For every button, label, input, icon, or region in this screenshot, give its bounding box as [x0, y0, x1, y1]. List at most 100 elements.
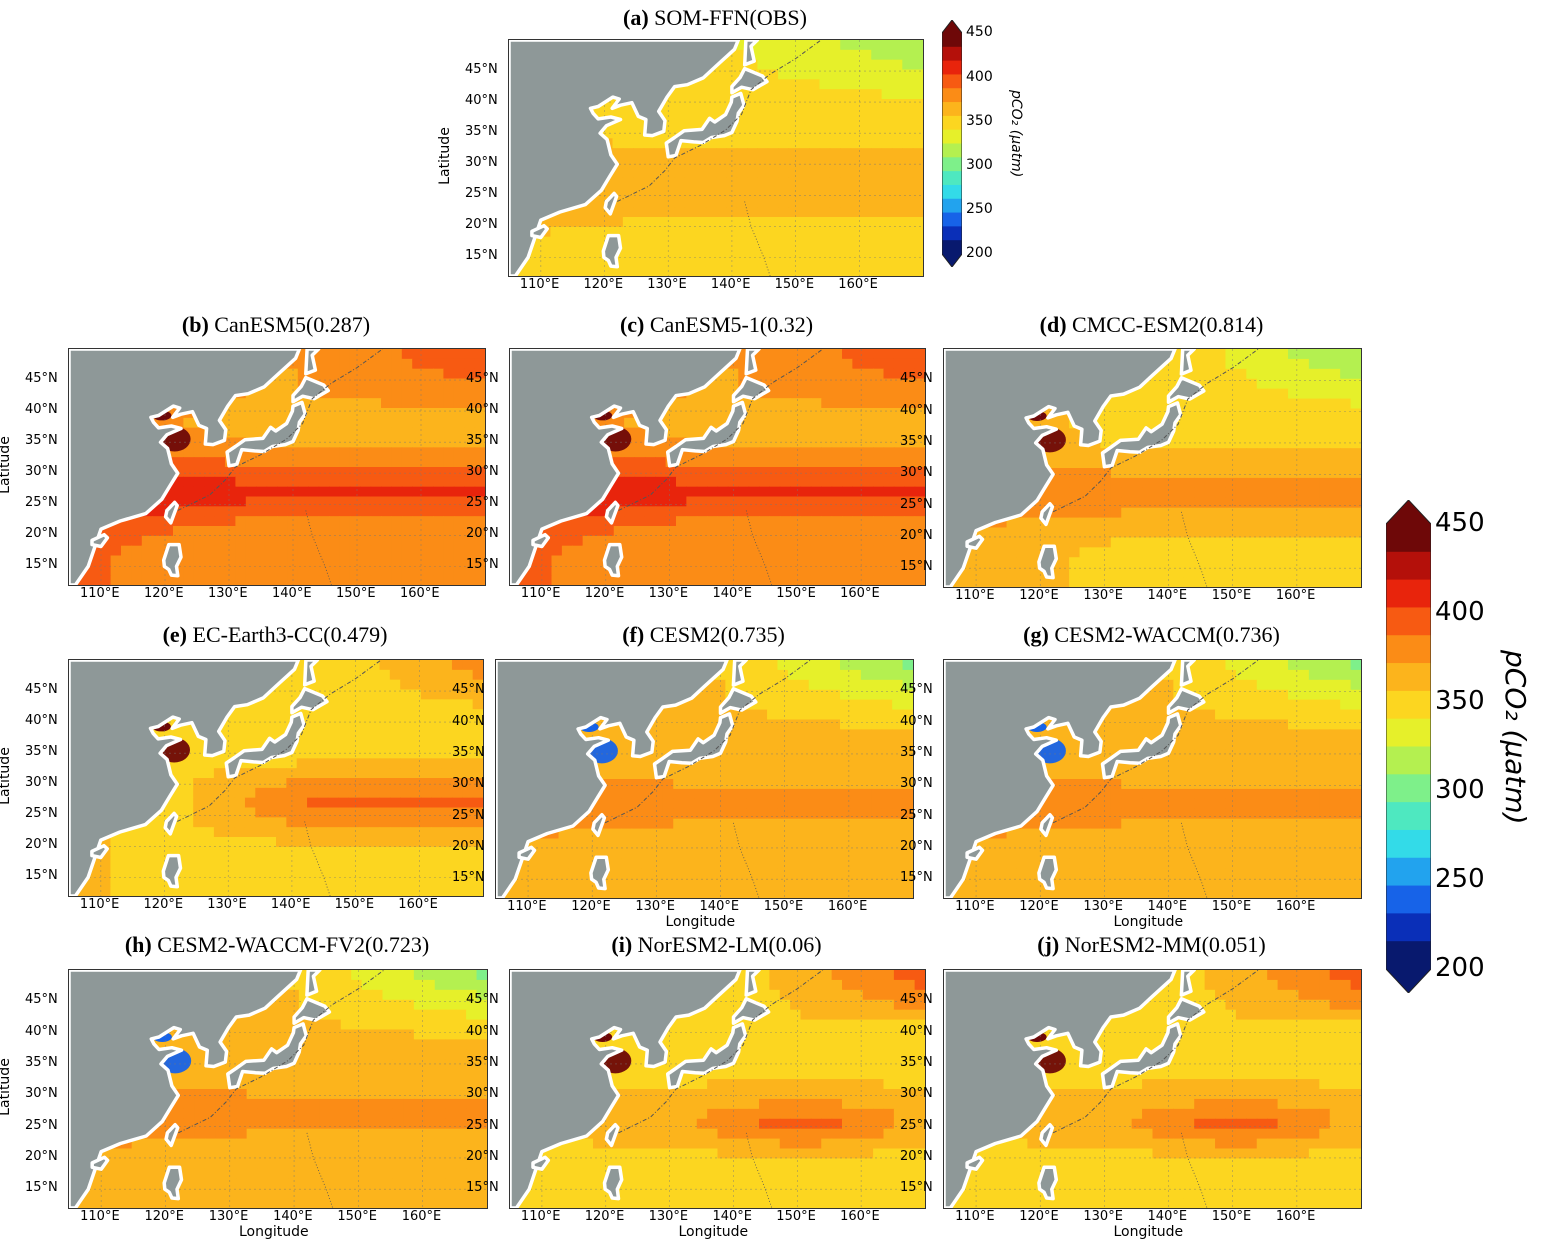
land-2	[731, 375, 771, 404]
pco2-field-j	[944, 970, 1361, 1208]
lat-tick: 15°N	[465, 248, 498, 264]
pco2-field-g	[944, 660, 1361, 898]
lon-tick: 130°E	[208, 586, 248, 601]
land-5	[90, 1155, 110, 1171]
land-2	[292, 997, 332, 1025]
lon-tick: 110°E	[955, 1209, 995, 1224]
lat-tick: 25°N	[465, 186, 498, 202]
colorbar-tick: 450	[966, 24, 993, 41]
lat-tick: 40°N	[466, 1023, 499, 1039]
land-4	[1039, 812, 1055, 838]
land-0	[69, 349, 302, 585]
land-5	[517, 845, 537, 861]
land-1	[664, 91, 746, 159]
lon-tick: 130°E	[635, 899, 675, 914]
lat-tick: 45°N	[900, 371, 933, 387]
colorbar-ramp	[942, 20, 962, 267]
lat-tick: 35°N	[466, 1054, 499, 1070]
land-6	[162, 1165, 184, 1201]
lat-tick: 45°N	[25, 682, 58, 698]
land-1	[665, 400, 748, 468]
panel-letter: (e)	[162, 622, 188, 647]
map-panel-h	[68, 969, 488, 1209]
lon-tick: 120°E	[1019, 1209, 1059, 1224]
map-panel-c	[509, 348, 926, 586]
panel-title-b: (b) CanESM5(0.287)	[182, 312, 370, 338]
lat-tick: 25°N	[900, 1117, 933, 1133]
lat-tick: 45°N	[465, 62, 498, 78]
lat-tick: 40°N	[25, 402, 58, 418]
lat-tick: 45°N	[452, 682, 485, 698]
x-axis-label: Longitude	[678, 1224, 749, 1240]
map-panel-a	[508, 39, 924, 277]
land-5	[90, 532, 110, 549]
lat-tick: 15°N	[25, 868, 58, 884]
lon-tick: 110°E	[79, 897, 120, 912]
lat-tick: 25°N	[452, 807, 485, 823]
lat-tick: 15°N	[452, 870, 485, 886]
x-axis-label: Longitude	[1113, 914, 1184, 930]
lon-tick: 140°E	[699, 899, 740, 914]
lon-tick: 140°E	[710, 277, 751, 292]
land-3	[305, 970, 322, 997]
lon-tick: 110°E	[519, 277, 560, 292]
panel-letter: (a)	[623, 5, 649, 30]
colorbar-tick: 350	[966, 112, 993, 129]
land-4	[164, 1122, 180, 1148]
land-6	[1037, 855, 1059, 891]
land-1	[1100, 1022, 1183, 1090]
y-axis-label: Latitude	[0, 747, 13, 805]
colorbar-tick: 400	[1435, 596, 1485, 627]
land-5	[531, 1155, 551, 1171]
lon-tick: 120°E	[583, 277, 624, 292]
lon-tick: 160°E	[401, 1209, 442, 1224]
pco2-field-c	[510, 349, 925, 585]
land-6	[161, 542, 183, 578]
lat-tick: 20°N	[25, 1148, 58, 1164]
land-5	[965, 534, 985, 550]
land-3	[1179, 970, 1196, 997]
lon-tick: 120°E	[584, 1209, 625, 1224]
land-2	[290, 686, 329, 715]
lon-tick: 150°E	[763, 899, 804, 914]
land-2	[291, 375, 330, 404]
pco2-field-a	[509, 40, 923, 276]
land-0	[510, 349, 742, 585]
land-3	[744, 349, 761, 376]
lon-tick: 150°E	[774, 277, 815, 292]
lat-tick: 20°N	[900, 838, 933, 854]
lat-tick: 45°N	[25, 992, 58, 1008]
map-panel-d	[943, 348, 1362, 588]
land-2	[731, 997, 771, 1025]
lat-tick: 15°N	[25, 1180, 58, 1196]
lat-tick: 25°N	[900, 496, 933, 512]
lon-tick: 160°E	[840, 1209, 880, 1224]
pco2-field-i	[510, 970, 925, 1208]
colorbar-tick: 350	[1435, 685, 1485, 716]
lat-tick: 20°N	[25, 837, 58, 853]
panel-model-name: NorESM2-MM(0.051)	[1059, 932, 1266, 957]
lon-tick: 120°E	[584, 586, 625, 601]
land-4	[604, 500, 620, 525]
land-6	[601, 233, 623, 269]
land-3	[1179, 349, 1196, 376]
panel-letter: (g)	[1023, 622, 1049, 647]
lat-tick: 25°N	[466, 495, 499, 511]
land-0	[69, 970, 303, 1208]
land-0	[944, 970, 1177, 1208]
lat-tick: 20°N	[452, 838, 485, 854]
lat-tick: 35°N	[25, 744, 58, 760]
panel-model-name: EC-Earth3-CC(0.479)	[187, 622, 388, 647]
lat-tick: 40°N	[900, 1023, 933, 1039]
lon-tick: 150°E	[336, 586, 376, 601]
lon-tick: 150°E	[1211, 899, 1252, 914]
lat-tick: 25°N	[466, 1117, 499, 1133]
land-2	[1166, 376, 1206, 404]
lon-tick: 110°E	[955, 899, 995, 914]
colorbar-tick: 450	[1435, 507, 1485, 538]
x-axis-label: Longitude	[665, 914, 736, 930]
panel-letter: (c)	[619, 312, 645, 337]
lon-tick: 150°E	[337, 1209, 377, 1224]
y-axis-label: Latitude	[437, 127, 453, 185]
land-0	[69, 660, 301, 896]
